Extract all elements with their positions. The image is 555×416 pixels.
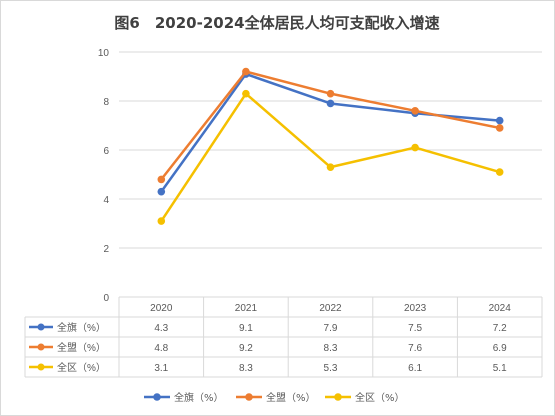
data-point [411, 143, 419, 152]
legend-entry-label: 全区（%） [355, 391, 405, 404]
table-cell-value: 8.3 [239, 363, 253, 374]
legend-key-marker [245, 393, 253, 401]
data-point [411, 107, 419, 115]
table-cell-value: 9.1 [239, 323, 253, 334]
data-point [326, 89, 335, 98]
table-series-name: 全旗（%） [57, 321, 106, 334]
table-cell-value: 8.3 [324, 343, 338, 354]
table-cell-value: 6.9 [493, 343, 507, 354]
table-cell-value: 4.8 [154, 343, 168, 354]
legend-key-marker [334, 393, 342, 401]
legend-entry-label: 全盟（%） [266, 391, 316, 404]
y-tick-label: 6 [103, 146, 109, 157]
table-series-name: 全区（%） [57, 361, 106, 374]
table-cell-value: 7.9 [324, 323, 338, 334]
table-legend-key-marker [37, 323, 45, 331]
series-lines [157, 67, 504, 225]
table-cell-value: 6.1 [408, 363, 422, 374]
legend-key-marker [153, 393, 161, 401]
table-cell-value: 9.2 [239, 343, 253, 354]
table-cell-value: 5.1 [493, 363, 507, 374]
chart-title: 图6 2020-2024全体居民人均可支配收入增速 [114, 14, 439, 32]
data-point [242, 89, 250, 98]
data-point [242, 67, 250, 76]
table-cell-value: 7.5 [408, 323, 422, 334]
data-point [157, 175, 166, 184]
data-point [495, 124, 504, 132]
y-tick-label: 2 [103, 244, 109, 255]
gridlines [119, 51, 542, 298]
legend: 全旗（%） 全盟（%） 全区（%） [144, 391, 405, 404]
data-table: 2020 2021 2022 2023 2024 全旗（%） 4.3 9.1 7.9 7.5 7.2… [24, 297, 543, 378]
data-point [157, 187, 166, 196]
x-category-label: 2023 [404, 303, 427, 314]
table-legend-key-marker [37, 363, 45, 371]
table-cell-value: 3.1 [154, 363, 168, 374]
y-tick-label: 0 [103, 293, 109, 304]
data-point [495, 168, 504, 176]
series-line [160, 70, 501, 181]
legend-entry-label: 全旗（%） [174, 391, 224, 404]
data-point [495, 116, 504, 125]
y-axis-ticks: 0 2 4 6 8 10 [98, 48, 110, 304]
table-legend-key-marker [37, 343, 45, 351]
data-point [326, 99, 335, 108]
table-series-name: 全盟（%） [57, 341, 106, 354]
x-category-label: 2020 [150, 303, 173, 314]
x-category-label: 2021 [235, 303, 258, 314]
y-tick-label: 8 [103, 97, 109, 108]
table-cell-value: 4.3 [154, 323, 168, 334]
table-cell-value: 5.3 [324, 363, 338, 374]
x-category-label: 2022 [319, 303, 342, 314]
y-tick-label: 10 [98, 48, 110, 59]
data-point [326, 163, 335, 171]
table-cell-value: 7.2 [493, 323, 507, 334]
data-point [157, 217, 166, 225]
x-category-label: 2024 [489, 303, 512, 314]
y-tick-label: 4 [103, 195, 109, 206]
table-cell-value: 7.6 [408, 343, 422, 354]
